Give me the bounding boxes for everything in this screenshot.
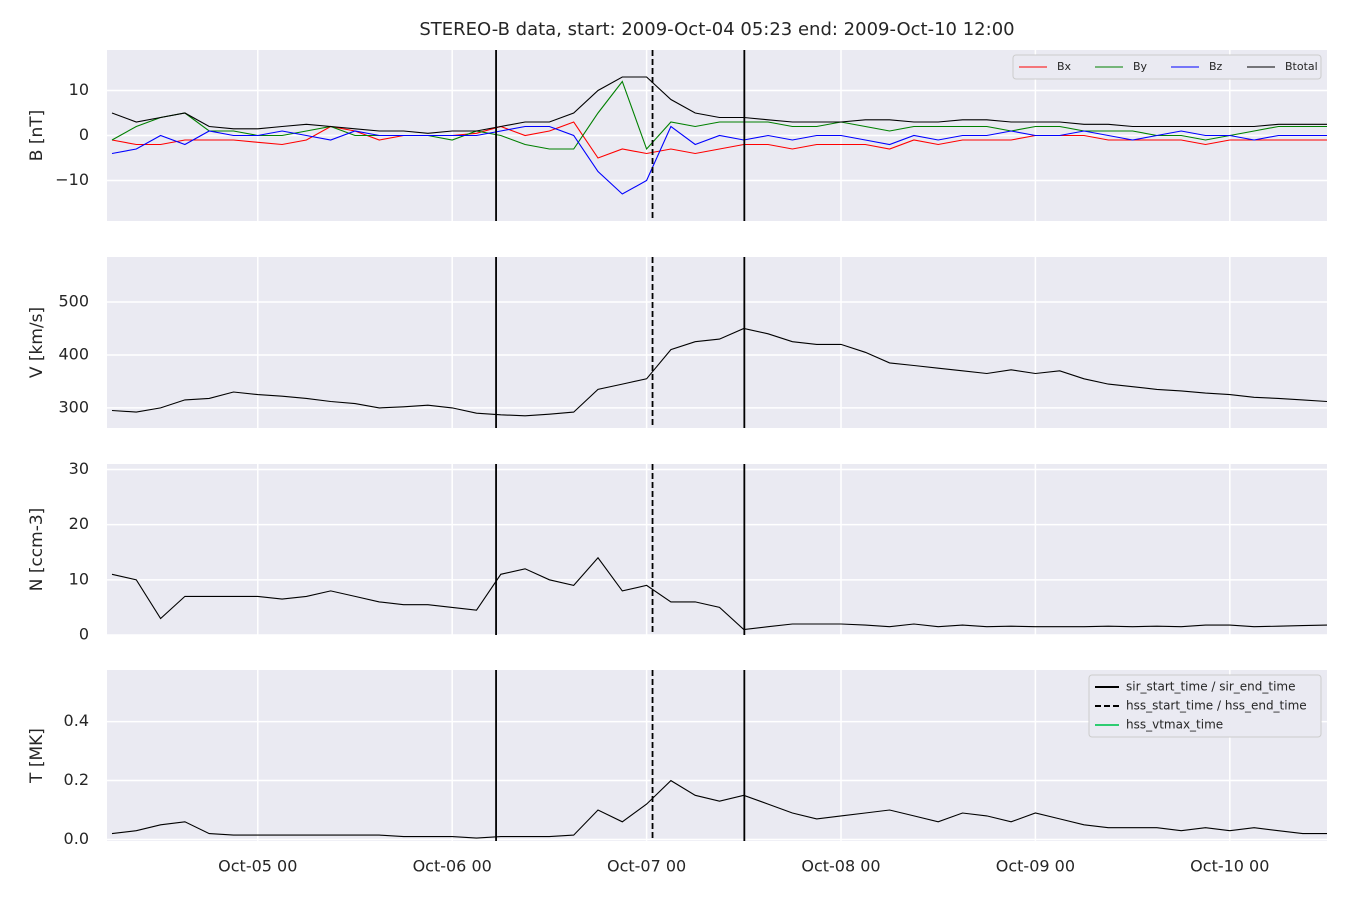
y-tick-label: 0 (79, 125, 89, 144)
x-tick-label: Oct-08 00 (801, 857, 880, 876)
data-line (111, 125, 1327, 195)
legend-label: sir_start_time / sir_end_time (1126, 680, 1296, 694)
data-line (111, 80, 1327, 151)
y-tick-label: 300 (58, 397, 89, 416)
x-tick-label: Oct-07 00 (607, 857, 686, 876)
legend-box (1012, 54, 1322, 80)
legend-label: By (1133, 60, 1148, 73)
x-tick-label: Oct-06 00 (413, 857, 492, 876)
data-line (111, 556, 1327, 631)
data-line (111, 76, 1327, 134)
y-tick-label: 0.2 (64, 770, 89, 789)
y-axis-label: N [ccm-3] (27, 508, 47, 592)
chart-title: STEREO-B data, start: 2009-Oct-04 05:23 … (419, 19, 1014, 40)
data-line (111, 121, 1327, 159)
y-tick-label: 0.0 (64, 829, 89, 848)
legend-box (1088, 674, 1322, 738)
legend-label: Bz (1209, 60, 1223, 73)
legend-label: Btotal (1285, 60, 1318, 73)
data-line (111, 779, 1327, 839)
y-tick-label: 20 (69, 514, 89, 533)
y-tick-label: 10 (69, 569, 89, 588)
y-axis-label: V [km/s] (27, 307, 47, 378)
y-tick-label: 500 (58, 292, 89, 311)
y-tick-label: 0.4 (64, 711, 89, 730)
legend-label: hss_vtmax_time (1126, 718, 1223, 732)
x-tick-label: Oct-09 00 (996, 857, 1075, 876)
legend-label: Bx (1057, 60, 1072, 73)
y-tick-label: 0 (79, 625, 89, 644)
x-tick-label: Oct-05 00 (218, 857, 297, 876)
data-line (111, 327, 1327, 417)
y-axis-label: T [MK] (27, 728, 47, 784)
plot-background (107, 464, 1327, 635)
y-tick-label: 30 (69, 459, 89, 478)
y-axis-label: B [nT] (27, 110, 47, 162)
legend-label: hss_start_time / hss_end_time (1126, 699, 1307, 713)
y-tick-label: 400 (58, 344, 89, 363)
plot-background (107, 257, 1327, 428)
y-tick-label: −10 (55, 170, 89, 189)
y-tick-label: 10 (69, 80, 89, 99)
x-tick-label: Oct-10 00 (1190, 857, 1269, 876)
